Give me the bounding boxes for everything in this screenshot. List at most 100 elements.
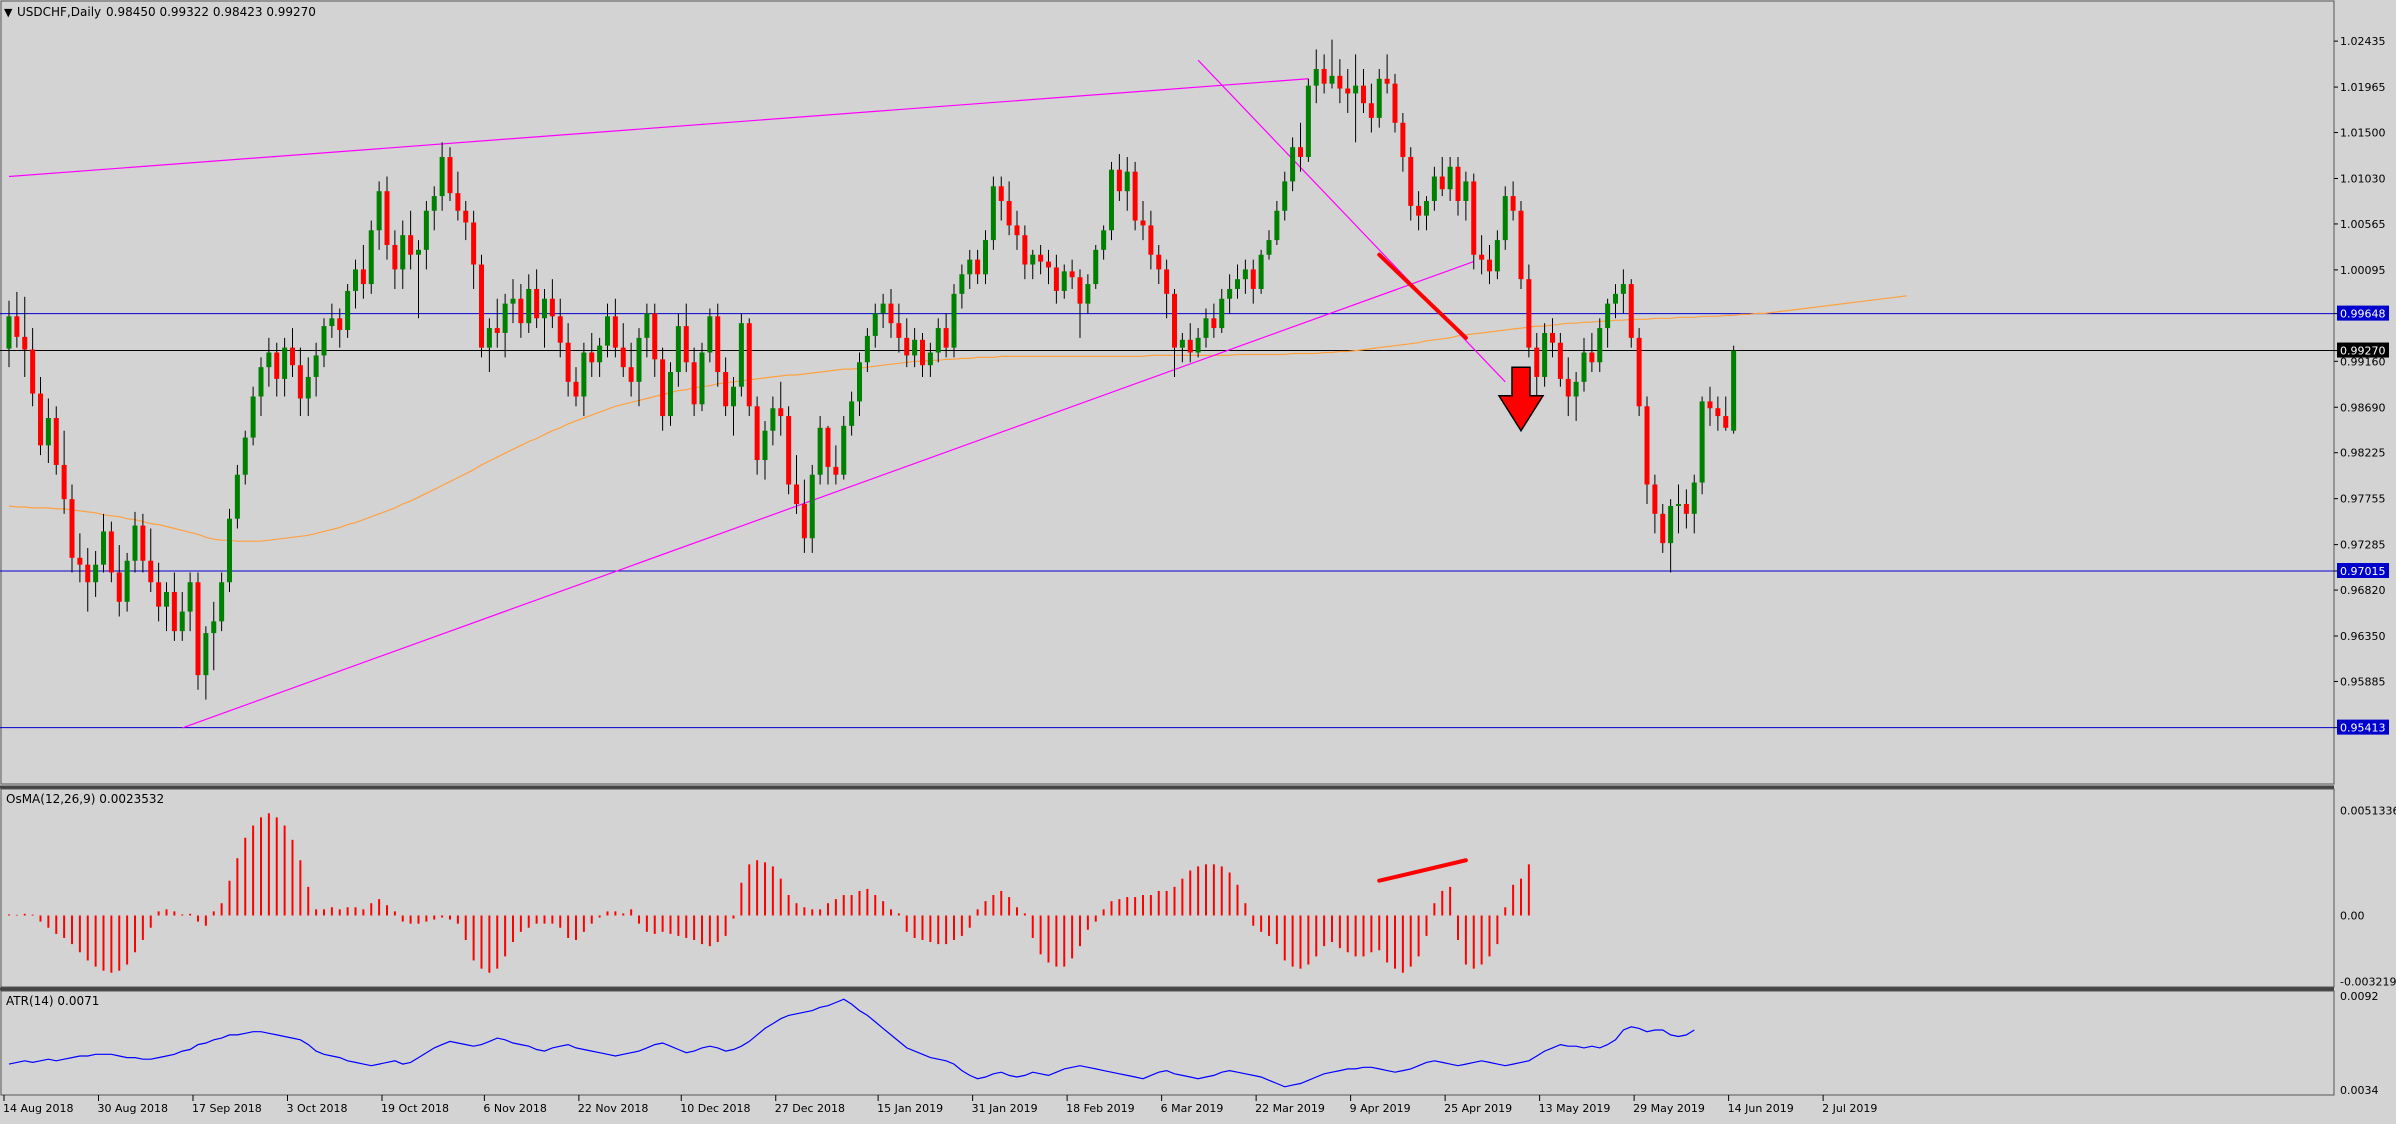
- candle-body: [400, 235, 406, 270]
- candle-body: [1384, 78, 1390, 84]
- candle-body: [849, 401, 855, 426]
- candle-body: [636, 337, 642, 382]
- candle-body: [864, 335, 870, 363]
- time-tick-label: 6 Nov 2018: [483, 1102, 546, 1115]
- candle-body: [526, 288, 532, 324]
- candle-body: [1085, 284, 1091, 304]
- time-tick-label: 19 Oct 2018: [381, 1102, 449, 1115]
- candle-body: [345, 290, 351, 331]
- candle-body: [959, 274, 965, 294]
- candle-body: [164, 592, 169, 607]
- candle-body: [266, 352, 272, 368]
- candle-body: [353, 269, 358, 291]
- candle-body: [1668, 505, 1674, 544]
- candle-body: [1715, 408, 1721, 417]
- osma-tick-label: 0.0051336: [2340, 804, 2396, 817]
- candle-body: [1463, 181, 1469, 201]
- price-tick-label: 1.02435: [2340, 35, 2386, 48]
- candle-body: [510, 298, 516, 304]
- candle-body: [628, 367, 634, 382]
- time-tick-label: 30 Aug 2018: [98, 1102, 168, 1115]
- candle-body: [1723, 416, 1729, 428]
- candle-body: [935, 328, 941, 353]
- candle-body: [896, 323, 902, 338]
- time-axis: 14 Aug 2018 30 Aug 2018 17 Sep 2018 3 Oct 2…: [3, 1095, 1877, 1115]
- candle-body: [384, 191, 390, 245]
- candle-body: [101, 531, 106, 565]
- candle-body: [203, 633, 209, 676]
- candle-body: [61, 464, 67, 500]
- candle-body: [1227, 288, 1233, 299]
- price-tick-label: 0.97285: [2340, 539, 2386, 552]
- candle-body: [329, 318, 335, 327]
- candle-body: [691, 362, 697, 405]
- candle-body: [975, 259, 981, 275]
- candle-body: [1487, 259, 1492, 272]
- candle-body: [1494, 240, 1500, 272]
- candle-body: [455, 193, 461, 211]
- time-tick-label: 13 May 2019: [1539, 1102, 1611, 1115]
- candle-body: [1195, 337, 1201, 353]
- candle-body: [1235, 279, 1240, 289]
- candle-body: [1636, 337, 1642, 407]
- ma-line: [8, 295, 1907, 542]
- header-collapse-icon[interactable]: ▼: [4, 6, 13, 19]
- candle-body: [1258, 254, 1264, 289]
- annotations: [1377, 252, 1545, 433]
- candle-body: [1542, 332, 1548, 377]
- candle-body: [274, 352, 280, 379]
- price-label-box: [2337, 563, 2389, 579]
- price-tick-label: 0.97015: [2340, 565, 2386, 578]
- atr-tick-label: 0.0092: [2340, 990, 2379, 1003]
- candle-body: [1691, 482, 1697, 514]
- candle-body: [376, 191, 382, 231]
- candle-body: [573, 381, 579, 397]
- candle-body: [258, 367, 264, 397]
- candle-body: [1439, 176, 1445, 190]
- atr-line: [8, 998, 1695, 1088]
- candle-body: [1613, 293, 1618, 304]
- candle-body: [581, 352, 587, 397]
- candle-body: [1282, 181, 1288, 211]
- candle-body: [1534, 347, 1540, 377]
- candle-body: [557, 316, 563, 343]
- time-tick-label: 17 Sep 2018: [192, 1102, 262, 1115]
- candle-body: [605, 316, 610, 346]
- candle-body: [967, 259, 973, 275]
- atr-path: [8, 998, 1695, 1088]
- time-tick-label: 29 May 2019: [1633, 1102, 1705, 1115]
- candle-body: [1660, 513, 1666, 544]
- candle-body: [1644, 406, 1650, 485]
- price-label-box: [2337, 305, 2389, 321]
- candle-body: [305, 376, 311, 399]
- candle-body: [140, 525, 146, 561]
- candle-body: [1455, 166, 1461, 201]
- candle-body: [794, 484, 799, 505]
- candle-body: [195, 582, 201, 676]
- candle-body: [746, 323, 752, 407]
- candle-body: [1518, 210, 1524, 280]
- candle-body: [1652, 484, 1658, 514]
- candle-body: [392, 244, 398, 270]
- candle-body: [998, 186, 1004, 201]
- candle-body: [1046, 261, 1051, 268]
- candle-body: [6, 316, 12, 349]
- candle-body: [1628, 284, 1634, 338]
- candle-body: [1565, 378, 1571, 397]
- candle-body: [494, 328, 500, 333]
- candle-body: [1502, 196, 1508, 241]
- candle-body: [683, 326, 689, 363]
- candle-body: [1172, 293, 1177, 348]
- candle-body: [1038, 254, 1044, 262]
- time-tick-label: 31 Jan 2019: [972, 1102, 1038, 1115]
- candle-body: [1368, 103, 1374, 118]
- candle-body: [38, 393, 43, 446]
- price-label-box: [2337, 719, 2389, 735]
- price-tick-label: 0.98225: [2340, 447, 2386, 460]
- candle-body: [833, 466, 839, 475]
- symbol-label: USDCHF,Daily: [17, 5, 101, 19]
- time-tick-label: 22 Mar 2019: [1255, 1102, 1325, 1115]
